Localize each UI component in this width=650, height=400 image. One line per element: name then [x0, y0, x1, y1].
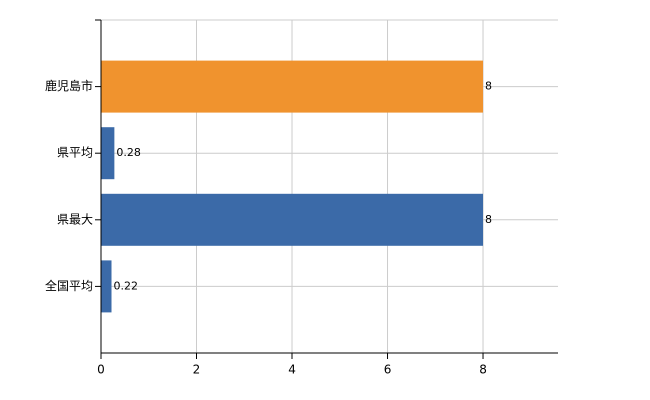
x-tick-label: 2: [193, 363, 201, 377]
x-tick-label: 8: [479, 363, 487, 377]
y-tick-label: 県最大: [57, 212, 93, 226]
value-label: 8: [485, 80, 492, 93]
bar: [101, 127, 115, 180]
x-tick-label: 4: [288, 363, 296, 377]
bar: [101, 60, 484, 113]
value-label: 0.22: [114, 279, 138, 292]
x-tick-label: 6: [384, 363, 392, 377]
y-tick-label: 鹿児島市: [45, 78, 93, 93]
value-label: 0.28: [116, 146, 140, 159]
y-tick-label: 県平均: [57, 146, 93, 160]
x-tick-label: 0: [97, 363, 105, 377]
y-tick-label: 全国平均: [45, 278, 93, 293]
value-label: 8: [485, 213, 492, 226]
bar: [101, 260, 112, 313]
bar: [101, 193, 484, 246]
